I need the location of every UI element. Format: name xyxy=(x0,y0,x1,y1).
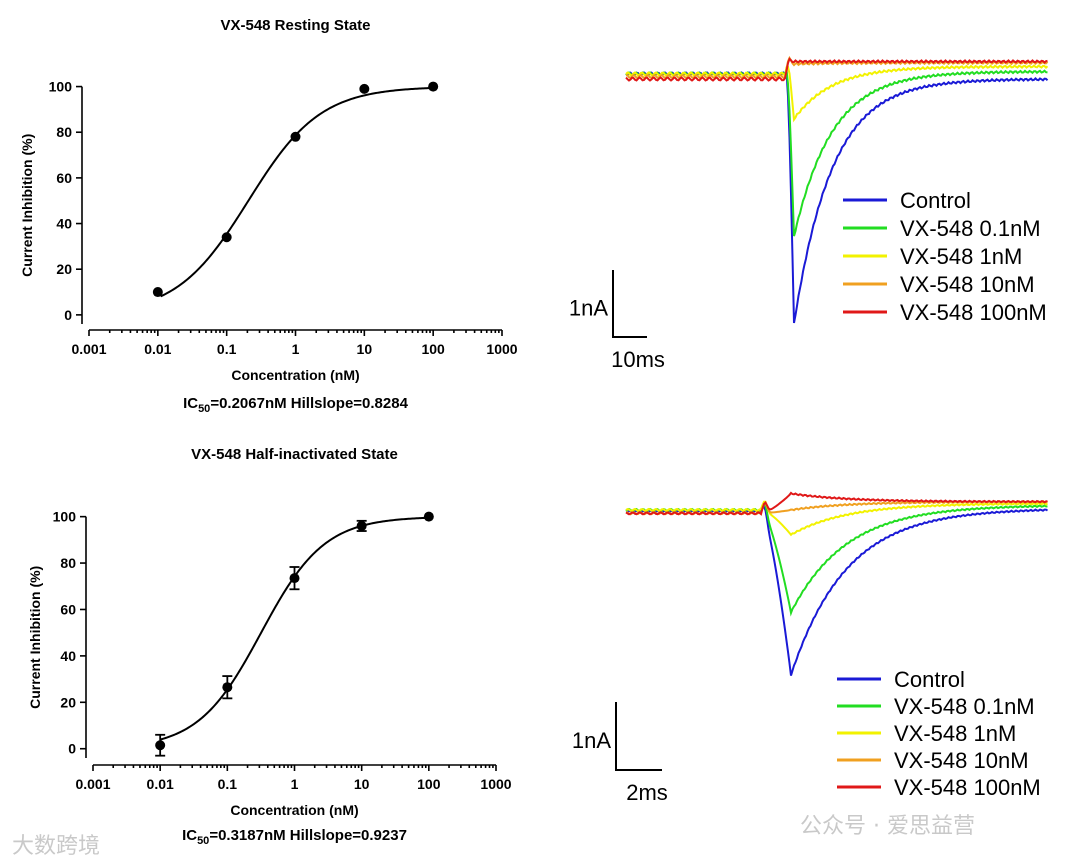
inact-traces-trace-2 xyxy=(625,500,1049,537)
inact-traces-trace-1 xyxy=(625,501,1048,617)
inact-traces-scale-bar xyxy=(615,702,662,771)
inact-dose-x-tick-label: 1 xyxy=(291,776,299,792)
inact-dose-ic50-annotation: IC50=0.3187nM Hillslope=0.9237 xyxy=(182,827,407,847)
resting-dose-data-point xyxy=(152,287,163,298)
resting-traces-trace-4 xyxy=(625,57,1048,82)
resting-traces-trace-1 xyxy=(625,69,1048,237)
inact-dose-x-tick-label: 10 xyxy=(354,776,370,792)
resting-dose-data-point xyxy=(428,81,439,92)
inact-dose-fit-curve xyxy=(159,516,429,741)
inact-dose-data-point xyxy=(222,682,233,693)
inact-dose-y-axis-label: Current Inhibition (%) xyxy=(27,566,43,709)
resting-traces-legend-label: VX-548 0.1nM xyxy=(900,216,1041,241)
inact-traces-trace-4 xyxy=(625,491,1048,516)
inact-dose-x-tick-label: 0.001 xyxy=(75,776,110,792)
resting-dose-y-tick-label: 60 xyxy=(56,170,72,186)
resting-dose-x-tick-label: 0.01 xyxy=(144,341,171,357)
resting-traces-scale-bar xyxy=(612,270,647,338)
resting-dose-x-tick-label: 0.001 xyxy=(71,341,106,357)
inact-dose-x-tick-label: 0.1 xyxy=(218,776,238,792)
resting-dose-data-point xyxy=(359,83,370,94)
watermark-bottom-left: 大数跨境 xyxy=(12,834,101,859)
inact-traces-legend-label: VX-548 100nM xyxy=(894,775,1041,800)
inact-dose-data-point xyxy=(356,520,367,531)
inact-dose-y-tick-label: 40 xyxy=(60,648,76,664)
inact-dose-data-point xyxy=(155,740,166,751)
resting-dose-fit-curve xyxy=(160,86,434,298)
inact-dose-x-tick-label: 0.01 xyxy=(147,776,174,792)
resting-dose-title: VX-548 Resting State xyxy=(220,17,370,34)
resting-traces-legend-label: Control xyxy=(900,188,971,213)
resting-dose-x-tick-label: 0.1 xyxy=(217,341,237,357)
inact-dose-x-tick-label: 100 xyxy=(417,776,441,792)
inact-dose-data-point xyxy=(423,511,434,522)
resting-dose-x-tick-label: 10 xyxy=(357,341,373,357)
resting-traces-legend-label: VX-548 1nM xyxy=(900,244,1022,269)
resting-dose-x-axis-label: Concentration (nM) xyxy=(231,367,359,383)
resting-dose-y-axis-label: Current Inhibition (%) xyxy=(19,134,35,277)
inact-dose-y-tick-label: 0 xyxy=(68,741,76,757)
inact-traces-legend-label: VX-548 1nM xyxy=(894,721,1016,746)
resting-traces-scale-bar-x-label: 10ms xyxy=(611,347,665,372)
inact-dose-title: VX-548 Half-inactivated State xyxy=(191,446,398,463)
resting-dose-x-tick-label: 100 xyxy=(421,341,445,357)
resting-dose-data-point xyxy=(221,232,232,243)
inact-dose-y-tick-label: 60 xyxy=(60,601,76,617)
resting-traces-legend-label: VX-548 10nM xyxy=(900,272,1035,297)
inact-traces-legend-label: Control xyxy=(894,667,965,692)
inact-dose-y-tick-label: 80 xyxy=(60,555,76,571)
inact-dose-data-point xyxy=(289,573,300,584)
resting-dose-y-tick-label: 100 xyxy=(49,79,73,95)
inact-traces-scale-bar-y-label: 1nA xyxy=(572,728,611,753)
resting-dose-x-tick-label: 1 xyxy=(292,341,300,357)
resting-traces-scale-bar-y-label: 1nA xyxy=(569,296,608,321)
inact-dose-x-axis-label: Concentration (nM) xyxy=(230,802,358,818)
inact-dose-x-tick-label: 1000 xyxy=(480,776,511,792)
inact-traces-legend-label: VX-548 10nM xyxy=(894,748,1029,773)
inact-traces-legend-label: VX-548 0.1nM xyxy=(894,694,1035,719)
resting-dose-data-point xyxy=(290,131,301,142)
resting-traces-legend-label: VX-548 100nM xyxy=(900,300,1047,325)
inact-dose-y-tick-label: 100 xyxy=(53,509,77,525)
resting-dose-x-tick-label: 1000 xyxy=(486,341,517,357)
resting-dose-y-tick-label: 80 xyxy=(56,124,72,140)
resting-dose-y-tick-label: 20 xyxy=(56,261,72,277)
resting-dose-y-tick-label: 0 xyxy=(64,307,72,323)
inact-dose-y-tick-label: 20 xyxy=(60,694,76,710)
resting-traces-trace-2 xyxy=(625,64,1049,123)
resting-dose-ic50-annotation: IC50=0.2067nM Hillslope=0.8284 xyxy=(183,395,409,415)
inact-traces-scale-bar-x-label: 2ms xyxy=(626,780,668,805)
watermark-bottom-right: 公众号 · 爱思益营 xyxy=(800,814,975,839)
resting-dose-y-tick-label: 40 xyxy=(56,216,72,232)
inact-traces-trace-0 xyxy=(625,505,1049,676)
